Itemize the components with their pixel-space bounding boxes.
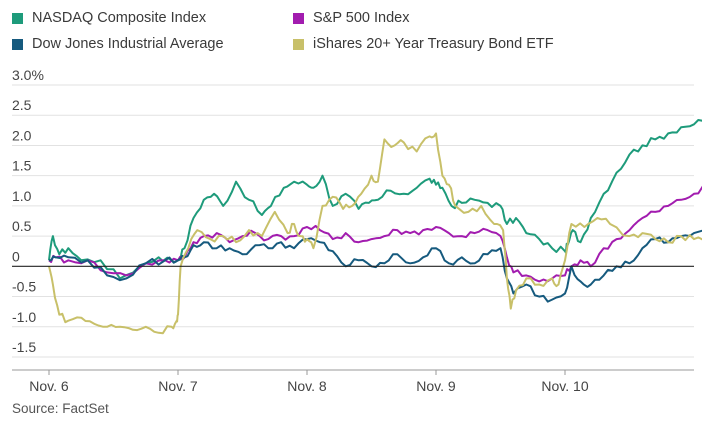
x-axis: Nov. 6 Nov. 7 Nov. 8 Nov. 9 Nov. 10 (12, 369, 694, 394)
y-tick-label: 0 (12, 248, 20, 264)
x-tick-label: Nov. 9 (416, 378, 456, 394)
y-tick-label: 2.0 (12, 127, 32, 143)
y-tick-label: -1.0 (12, 309, 36, 325)
legend-label-sp500: S&P 500 Index (313, 10, 410, 26)
y-tick-label: -0.5 (12, 279, 36, 295)
legend-swatch-treasury (293, 38, 304, 50)
series-line-dow (49, 229, 702, 303)
source-note: Source: FactSet (12, 401, 109, 416)
legend-item-sp500: S&P 500 Index (293, 10, 409, 26)
x-tick-label: Nov. 7 (158, 378, 198, 394)
legend-item-nasdaq: NASDAQ Composite Index (12, 10, 206, 26)
x-tick-label: Nov. 8 (287, 378, 327, 394)
legend-swatch-nasdaq (12, 12, 23, 24)
y-axis-labels: -1.5 -1.0 -0.5 0 0.5 1.0 1.5 2.0 2.5 3.0% (12, 67, 44, 355)
legend-swatch-sp500 (293, 12, 304, 24)
legend: NASDAQ Composite Index S&P 500 Index Dow… (12, 8, 692, 54)
legend-swatch-dow (12, 38, 23, 50)
y-tick-label: -1.5 (12, 339, 36, 355)
y-tick-label: 3.0% (12, 67, 44, 83)
y-tick-label: 0.5 (12, 218, 32, 234)
legend-label-treasury: iShares 20+ Year Treasury Bond ETF (313, 36, 554, 52)
x-tick-label: Nov. 6 (29, 378, 69, 394)
legend-item-dow: Dow Jones Industrial Average (12, 36, 224, 52)
legend-label-nasdaq: NASDAQ Composite Index (32, 10, 207, 26)
y-tick-label: 1.5 (12, 158, 32, 174)
y-tick-label: 1.0 (12, 188, 32, 204)
series-lines (48, 119, 702, 335)
series-line-treasury (48, 132, 702, 335)
x-tick-label: Nov. 10 (541, 378, 588, 394)
legend-item-treasury: iShares 20+ Year Treasury Bond ETF (293, 36, 554, 52)
legend-label-dow: Dow Jones Industrial Average (32, 36, 224, 52)
series-line-nasdaq (48, 119, 702, 280)
y-tick-label: 2.5 (12, 97, 32, 113)
